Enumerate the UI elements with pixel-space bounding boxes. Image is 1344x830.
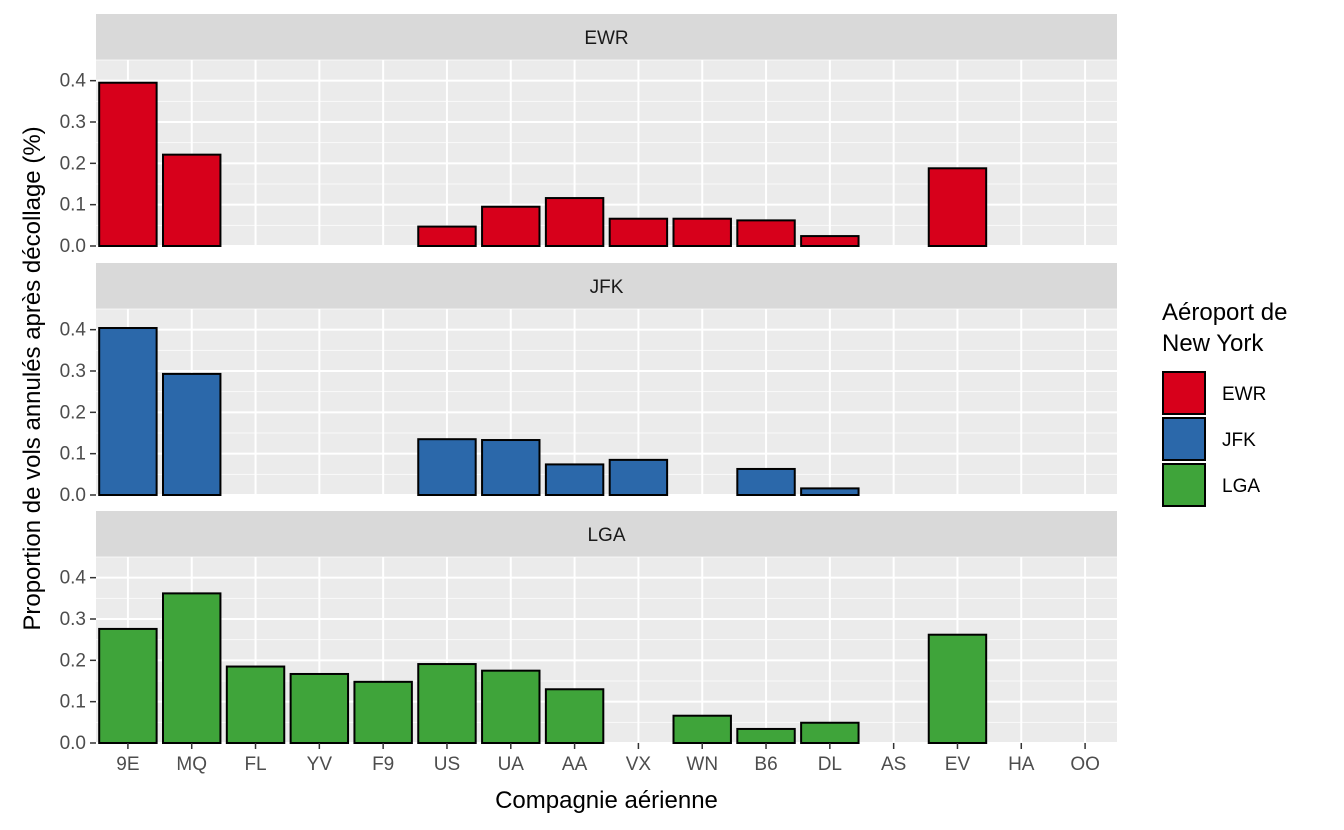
bar-ewr-b6 (736, 219, 796, 248)
bar-lga-dl (800, 721, 860, 744)
y-tick-label: 0.4 (60, 568, 87, 589)
facet-panel-jfk: JFK 0.0 0.1 0.2 0.3 0.4 (60, 263, 1117, 506)
bar-lga-aa (544, 688, 605, 744)
bar-jfk-us (417, 438, 477, 497)
bar-lga-wn (672, 714, 732, 744)
legend-title: Aéroport de (1162, 299, 1287, 326)
x-tick-label: YV (307, 754, 333, 775)
x-tick-label: EV (945, 754, 971, 775)
strip-background (96, 263, 1117, 309)
y-tick-label: 0.4 (60, 320, 87, 341)
x-tick-label: AS (881, 754, 906, 775)
bar-jfk-vx (608, 458, 669, 497)
bar-lga-ev (927, 633, 988, 744)
bar-jfk-b6 (736, 467, 796, 496)
panel-background (96, 309, 1117, 495)
y-tick-label: 0.3 (60, 609, 86, 630)
strip-label: EWR (584, 28, 628, 49)
x-tick-label: VX (626, 754, 652, 775)
y-tick-label: 0.3 (60, 112, 86, 133)
bar-jfk-9e (98, 327, 158, 496)
bar-lga-fl (225, 665, 286, 744)
x-tick-label: WN (686, 754, 718, 775)
y-tick-label: 0.1 (60, 692, 86, 713)
x-tick-label: US (434, 754, 460, 775)
facet-panel-lga: LGA 0.0 0.1 0.2 0.3 0.4 (60, 511, 1117, 754)
strip-background (96, 14, 1117, 60)
bar-ewr-9e (98, 81, 158, 247)
bar-ewr-ua (481, 205, 541, 248)
bar-jfk-ua (481, 439, 541, 497)
bar-lga-ua (481, 669, 541, 745)
x-tick-label: MQ (176, 754, 207, 775)
y-tick-label: 0.3 (60, 361, 86, 382)
y-tick-label: 0.1 (60, 195, 86, 216)
legend-key-ewr (1162, 371, 1206, 415)
y-tick-label: 0.0 (60, 733, 86, 754)
bar-ewr-vx (608, 217, 669, 248)
x-tick-label: OO (1070, 754, 1100, 775)
x-axis-title: Compagnie aérienne (495, 787, 718, 814)
bar-lga-mq (162, 592, 222, 745)
x-tick-label: HA (1008, 754, 1035, 775)
bar-ewr-wn (672, 217, 732, 248)
legend-title: New York (1162, 330, 1264, 357)
bar-jfk-dl (800, 487, 860, 496)
bar-lga-yv (289, 672, 350, 744)
y-tick-label: 0.4 (60, 71, 87, 92)
bar-lga-us (417, 663, 477, 745)
y-axis-title: Proportion de vols annulés après décolla… (19, 126, 46, 630)
bar-lga-9e (98, 627, 158, 744)
legend: Aéroport de New York EWR JFK LGA (1162, 299, 1287, 507)
bar-ewr-ev (927, 167, 988, 247)
legend-label: LGA (1222, 476, 1260, 497)
x-tick-label: DL (818, 754, 842, 775)
x-tick-label: B6 (754, 754, 777, 775)
strip-background (96, 511, 1117, 557)
legend-key-lga (1162, 463, 1206, 507)
legend-label: EWR (1222, 384, 1266, 405)
bar-ewr-dl (800, 235, 860, 248)
strip-label: LGA (587, 525, 625, 546)
x-tick-label: 9E (116, 754, 139, 775)
facet-panel-ewr: EWR 0.0 0.1 0.2 0.3 0.4 (60, 14, 1117, 257)
legend-label: JFK (1222, 430, 1256, 451)
y-tick-label: 0.1 (60, 444, 86, 465)
x-tick-label: UA (498, 754, 525, 775)
bar-jfk-aa (544, 463, 605, 496)
y-tick-label: 0.0 (60, 236, 86, 257)
legend-key-jfk (1162, 417, 1206, 461)
bar-jfk-mq (162, 372, 222, 497)
bar-ewr-mq (162, 153, 222, 247)
x-tick-label: F9 (372, 754, 394, 775)
x-axis: 9E MQ FL YV F9 US UA AA VX WN B6 DL AS EV HA OO (116, 743, 1100, 775)
y-tick-label: 0.2 (60, 153, 86, 174)
bar-ewr-aa (544, 197, 605, 247)
y-tick-label: 0.0 (60, 485, 86, 506)
strip-label: JFK (590, 277, 624, 298)
bar-ewr-us (417, 225, 477, 247)
facet-panels: EWR 0.0 0.1 0.2 0.3 0.4 JFK 0.0 0.1 0.2 0.3 0.4 LGA 0… (60, 14, 1117, 754)
y-tick-label: 0.2 (60, 650, 86, 671)
y-tick-label: 0.2 (60, 402, 86, 423)
bar-lga-f9 (353, 680, 413, 744)
bar-lga-b6 (736, 727, 796, 744)
x-tick-label: AA (562, 754, 588, 775)
x-tick-label: FL (244, 754, 266, 775)
